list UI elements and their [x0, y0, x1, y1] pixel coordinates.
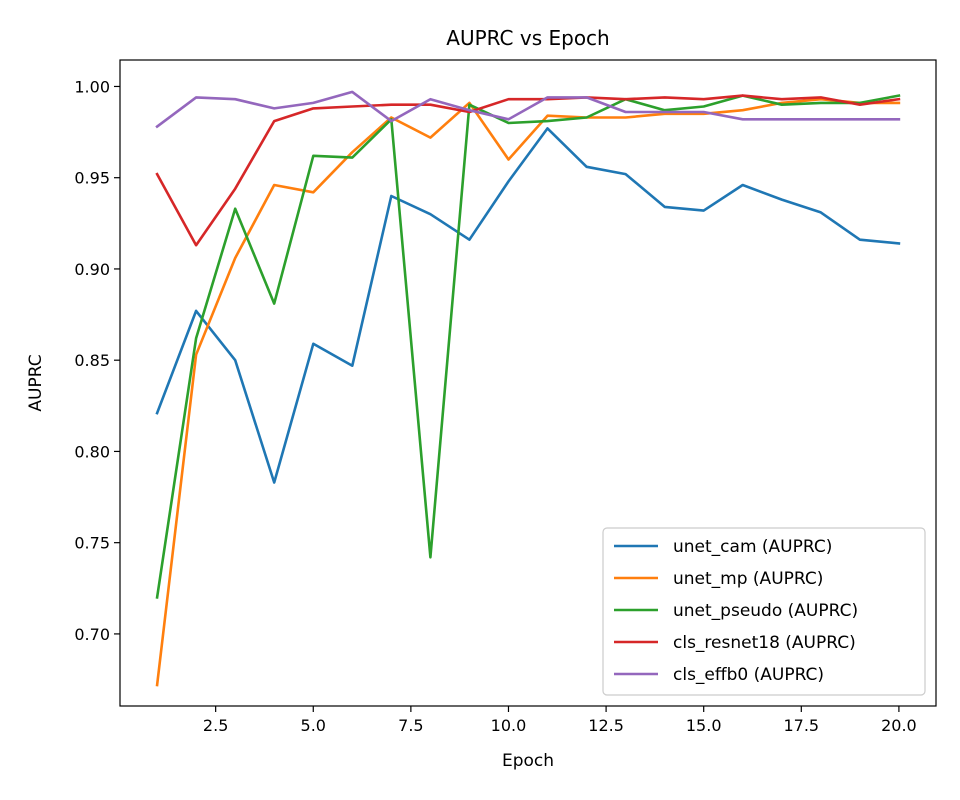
- x-tick-label: 20.0: [881, 716, 917, 735]
- y-tick-label: 0.70: [74, 625, 110, 644]
- legend: unet_cam (AUPRC) unet_mp (AUPRC) unet_pseu…: [602, 527, 926, 696]
- legend-label: unet_cam (AUPRC): [673, 537, 832, 557]
- series-line-cls-effb0: [155, 90, 901, 129]
- legend-label: cls_resnet18 (AUPRC): [673, 633, 856, 653]
- y-tick-label: 0.90: [74, 260, 110, 279]
- x-tick-label: 5.0: [301, 716, 326, 735]
- x-axis-title: Epoch: [502, 751, 554, 771]
- series-line-cls-resnet18: [155, 94, 901, 247]
- legend-label: unet_pseudo (AUPRC): [673, 601, 858, 621]
- x-tick-label: 7.5: [398, 716, 423, 735]
- legend-label: unet_mp (AUPRC): [673, 569, 823, 589]
- y-tick-label: 0.85: [74, 351, 110, 370]
- x-tick-label: 10.0: [491, 716, 527, 735]
- x-tick-label: 15.0: [686, 716, 722, 735]
- series-layer: [155, 90, 901, 687]
- y-axis-title: AUPRC: [26, 354, 46, 411]
- x-tick-label: 2.5: [203, 716, 228, 735]
- y-tick-label: 0.95: [74, 169, 110, 188]
- y-tick-label: 1.00: [74, 77, 110, 96]
- series-line-unet-cam: [155, 127, 901, 484]
- series-line-unet-pseudo: [155, 94, 901, 599]
- x-tick-label: 17.5: [783, 716, 819, 735]
- chart-title: AUPRC vs Epoch: [446, 26, 609, 50]
- x-axis-ticks: 2.5 5.0 7.5 10.0 12.5 15.0 17.5 20.0: [203, 706, 917, 735]
- y-axis-ticks: 0.70 0.75 0.80 0.85 0.90 0.95 1.00: [74, 77, 120, 644]
- x-tick-label: 12.5: [588, 716, 624, 735]
- plot-frame: [119, 59, 937, 707]
- y-tick-label: 0.80: [74, 442, 110, 461]
- legend-box: [602, 527, 926, 696]
- legend-label: cls_effb0 (AUPRC): [673, 665, 824, 685]
- y-tick-label: 0.75: [74, 534, 110, 553]
